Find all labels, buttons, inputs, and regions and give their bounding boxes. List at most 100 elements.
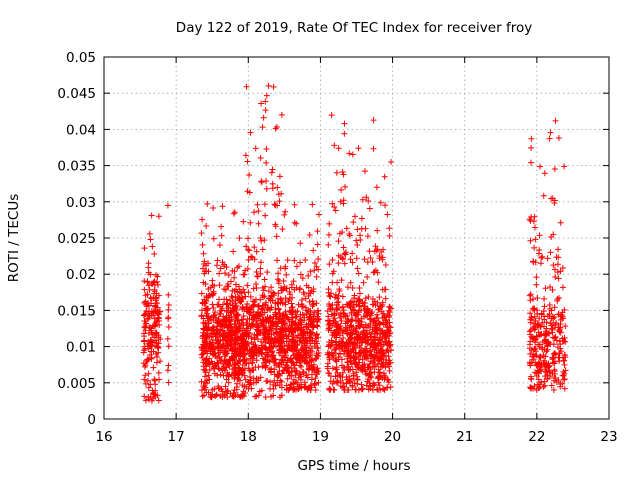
data-point xyxy=(377,355,384,362)
data-point xyxy=(344,376,351,383)
data-point xyxy=(291,257,298,264)
data-point xyxy=(152,300,159,307)
data-point xyxy=(559,284,566,291)
data-point xyxy=(376,334,383,341)
data-point xyxy=(230,341,237,348)
data-point xyxy=(375,379,382,386)
data-point xyxy=(284,257,291,264)
data-point xyxy=(236,321,243,328)
data-point xyxy=(363,355,370,362)
data-point xyxy=(306,298,313,305)
data-point xyxy=(335,298,342,305)
data-point xyxy=(357,232,364,239)
data-point xyxy=(547,284,554,291)
data-point xyxy=(235,364,242,371)
data-point xyxy=(287,355,294,362)
data-point xyxy=(221,333,228,340)
data-point xyxy=(528,135,535,142)
data-point xyxy=(546,311,553,318)
data-point xyxy=(272,306,279,313)
data-point xyxy=(229,302,236,309)
data-point xyxy=(299,368,306,375)
data-point xyxy=(202,281,209,288)
data-point xyxy=(532,339,539,346)
data-point xyxy=(349,259,356,266)
data-point xyxy=(235,375,242,382)
data-point xyxy=(336,230,343,237)
data-point xyxy=(313,300,320,307)
data-point xyxy=(374,386,381,393)
data-point xyxy=(335,260,342,267)
data-point xyxy=(369,301,376,308)
data-point xyxy=(370,145,377,152)
data-point xyxy=(262,301,269,308)
data-point xyxy=(257,234,264,241)
data-point xyxy=(225,272,232,279)
data-point xyxy=(145,345,152,352)
data-point xyxy=(215,359,222,366)
data-point xyxy=(258,237,265,244)
data-point xyxy=(204,359,211,366)
data-point xyxy=(540,192,547,199)
data-point xyxy=(232,281,239,288)
data-point xyxy=(145,330,152,337)
data-point xyxy=(379,347,386,354)
data-point xyxy=(273,335,280,342)
data-point xyxy=(364,378,371,385)
data-point xyxy=(305,284,312,291)
data-point xyxy=(165,362,172,369)
data-point xyxy=(329,352,336,359)
data-point xyxy=(150,295,157,302)
data-point xyxy=(293,263,300,270)
data-point xyxy=(271,201,278,208)
data-point xyxy=(209,292,216,299)
data-point xyxy=(333,358,340,365)
data-point xyxy=(266,335,273,342)
data-point xyxy=(533,372,540,379)
data-point xyxy=(147,236,154,243)
data-point xyxy=(206,340,213,347)
data-point xyxy=(352,359,359,366)
data-point xyxy=(336,311,343,318)
data-point xyxy=(341,130,348,137)
data-point xyxy=(275,191,282,198)
data-point xyxy=(203,389,210,396)
data-point xyxy=(156,376,163,383)
data-point xyxy=(552,375,559,382)
data-point xyxy=(145,282,152,289)
data-point xyxy=(375,366,382,373)
data-point xyxy=(374,299,381,306)
data-point xyxy=(209,277,216,284)
data-point xyxy=(554,261,561,268)
data-point xyxy=(365,293,372,300)
data-point xyxy=(234,264,241,271)
data-point xyxy=(536,232,543,239)
data-point xyxy=(344,284,351,291)
data-point xyxy=(367,315,374,322)
data-point xyxy=(140,349,147,356)
data-point xyxy=(324,363,331,370)
data-point xyxy=(241,350,248,357)
data-point xyxy=(365,197,372,204)
data-point xyxy=(344,353,351,360)
data-point xyxy=(230,305,237,312)
data-point xyxy=(275,270,282,277)
data-point xyxy=(245,289,252,296)
data-point xyxy=(325,286,332,293)
data-point xyxy=(329,380,336,387)
data-point xyxy=(324,308,331,315)
data-point xyxy=(249,321,256,328)
x-tick-label: 22 xyxy=(528,429,545,445)
data-point xyxy=(286,369,293,376)
data-point xyxy=(347,358,354,365)
data-point xyxy=(278,361,285,368)
data-point xyxy=(265,82,272,89)
data-point xyxy=(257,329,264,336)
data-point xyxy=(311,260,318,267)
data-point xyxy=(245,246,252,253)
data-point xyxy=(231,393,238,400)
data-point xyxy=(331,204,338,211)
data-point xyxy=(546,363,553,370)
x-tick-labels: 16 17 18 19 20 21 22 23 xyxy=(95,429,617,445)
data-point xyxy=(201,382,208,389)
